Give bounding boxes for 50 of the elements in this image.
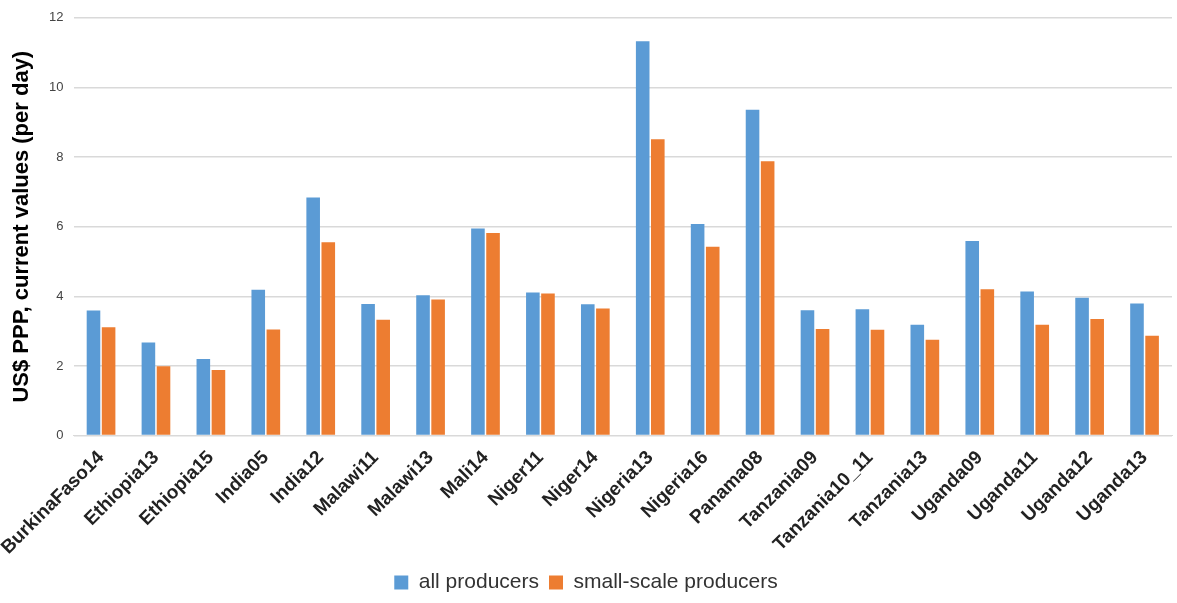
bar — [705, 246, 720, 435]
bar — [596, 308, 610, 435]
bar — [1090, 318, 1104, 435]
y-tick-label: 6 — [56, 218, 64, 234]
bar — [965, 240, 980, 435]
bar — [541, 293, 555, 435]
bar — [855, 309, 870, 435]
bar — [690, 223, 705, 435]
bar — [745, 109, 760, 435]
bar — [471, 228, 485, 435]
bar — [815, 329, 830, 435]
bar — [1145, 335, 1159, 435]
bar — [870, 329, 885, 435]
bar — [431, 299, 445, 435]
bar — [1075, 297, 1089, 435]
bar — [141, 342, 156, 435]
bar — [361, 303, 375, 435]
bar — [910, 324, 925, 435]
bar — [416, 295, 430, 435]
bar — [651, 139, 665, 435]
y-tick-label: 0 — [56, 427, 64, 443]
y-tick-label: 10 — [49, 79, 64, 94]
bar — [86, 310, 101, 435]
bar — [980, 289, 995, 435]
bar — [1020, 291, 1034, 435]
bar — [635, 41, 650, 435]
bar — [800, 310, 815, 435]
bar — [211, 370, 226, 435]
y-tick-label: 8 — [56, 148, 64, 164]
bar — [321, 242, 336, 435]
bar — [1035, 324, 1050, 435]
bar — [101, 327, 116, 435]
bar — [925, 339, 940, 435]
bar — [266, 329, 281, 435]
legend-label: small-scale producers — [573, 569, 778, 593]
y-tick-label: 2 — [56, 357, 64, 373]
bar — [1130, 303, 1144, 435]
bar — [196, 358, 211, 435]
y-tick-label: 4 — [56, 287, 64, 303]
legend-label: all producers — [418, 569, 539, 593]
bar — [251, 289, 266, 435]
y-axis-title: US$ PPP, current values (per day) — [7, 50, 33, 403]
bar — [306, 197, 320, 435]
bar — [760, 161, 775, 435]
bar — [486, 232, 500, 435]
bar — [376, 319, 390, 435]
y-tick-label: 12 — [49, 9, 64, 25]
bar — [156, 366, 171, 435]
bar — [580, 304, 595, 435]
bar — [526, 292, 540, 435]
